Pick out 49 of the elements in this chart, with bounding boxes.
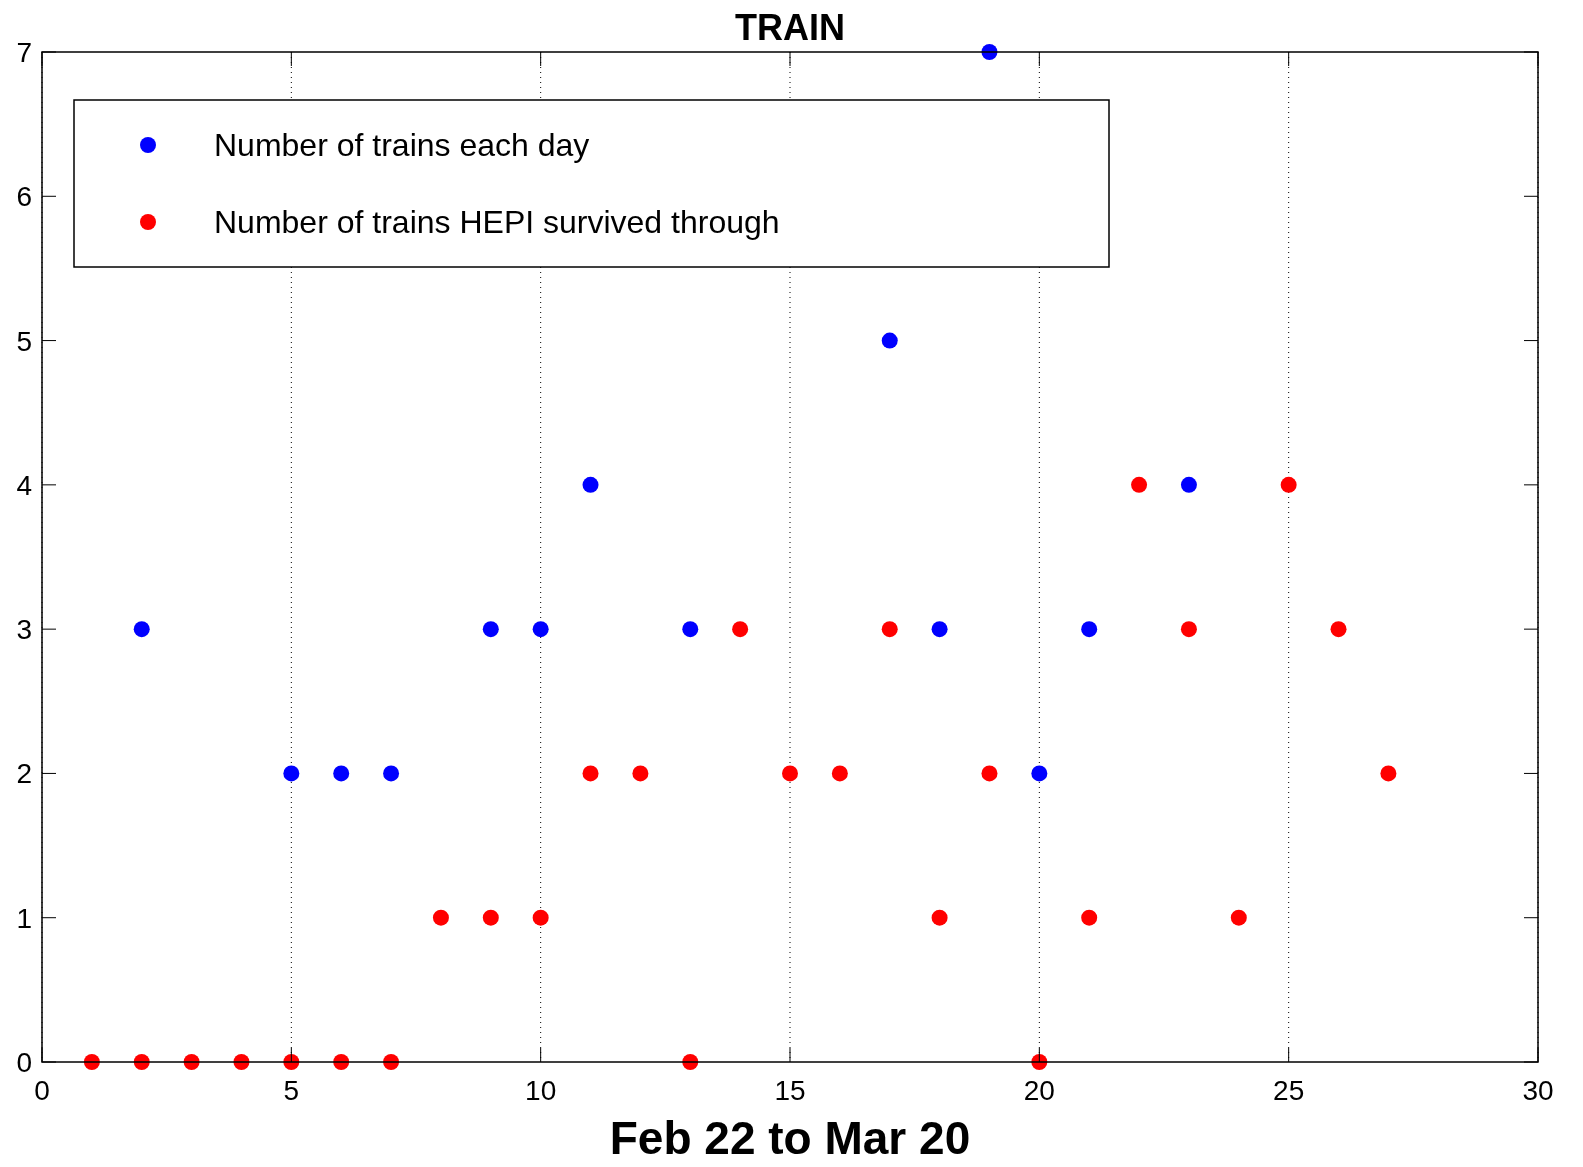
chart-title: TRAIN [735,7,845,48]
point [582,765,599,782]
y-tick-label: 1 [16,902,32,934]
point [482,621,499,638]
point [333,765,350,782]
point [283,765,300,782]
point [1131,476,1148,493]
legend-label: Number of trains HEPI survived through [214,204,780,240]
y-tick-label: 5 [16,325,32,357]
point [582,476,599,493]
x-tick-label: 25 [1273,1075,1305,1106]
point [931,621,948,638]
point [1081,621,1098,638]
point [532,909,549,926]
point [1230,909,1247,926]
point [432,909,449,926]
point [1031,765,1048,782]
point [1180,621,1197,638]
point [881,332,898,349]
x-tick-label: 15 [774,1075,806,1106]
point [732,621,749,638]
x-axis-title: Feb 22 to Mar 20 [609,1112,971,1164]
point [881,621,898,638]
y-tick-label: 2 [16,758,32,790]
point [1081,909,1098,926]
point [632,765,649,782]
x-tick-label: 30 [1522,1075,1554,1106]
x-tick-label: 20 [1023,1075,1055,1106]
y-tick-label: 6 [16,181,32,213]
point [383,765,400,782]
point [831,765,848,782]
point [782,765,798,782]
point [981,765,998,782]
x-tick-label: 5 [283,1075,300,1106]
point [1330,621,1347,638]
point [532,621,549,638]
point [931,909,948,926]
point [1380,765,1397,782]
x-tick-label: 10 [525,1075,557,1106]
y-tick-label: 3 [16,614,32,646]
point [1280,476,1297,493]
y-tick-label: 7 [16,37,32,68]
y-tick-label: 0 [16,1047,32,1078]
point [482,909,499,926]
legend-label: Number of trains each day [214,127,590,163]
point [1180,476,1197,493]
y-tick-label: 4 [16,469,32,501]
point [133,621,150,638]
point [682,621,699,638]
